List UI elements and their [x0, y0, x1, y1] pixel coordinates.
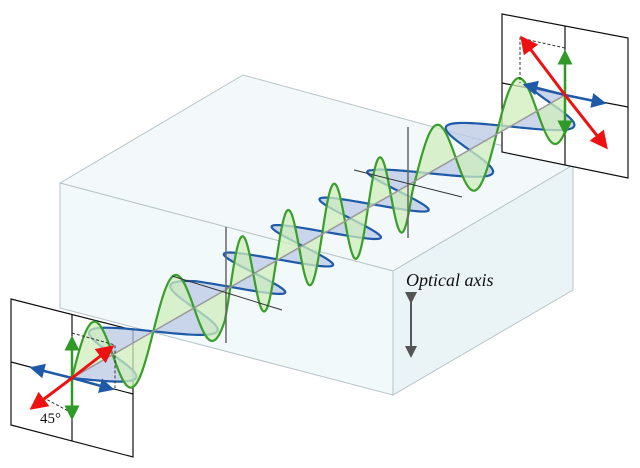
polarization-arrow	[71, 345, 115, 380]
vertical-wave	[70, 76, 567, 389]
output-horizontal-arrow	[522, 80, 566, 97]
output-polarization-arrow	[520, 35, 567, 96]
entry-horizontal-marker	[171, 275, 283, 311]
output-polarization-arrow-back	[563, 94, 608, 150]
angle-label: 45°	[40, 411, 61, 427]
polarization-arrow-back	[29, 376, 73, 410]
beam-axis	[71, 94, 566, 379]
exit-horizontal-marker	[353, 169, 463, 198]
output-arrows	[519, 35, 608, 150]
horizontal-component-arrow	[29, 363, 73, 380]
output-horizontal-arrow-right	[564, 93, 607, 108]
waves	[70, 76, 576, 389]
input-arrows	[29, 332, 116, 421]
output-projection-dashes	[519, 37, 566, 83]
optical-axis-label: Optical axis	[406, 270, 494, 290]
horizontal-component-arrow-right	[71, 376, 115, 393]
